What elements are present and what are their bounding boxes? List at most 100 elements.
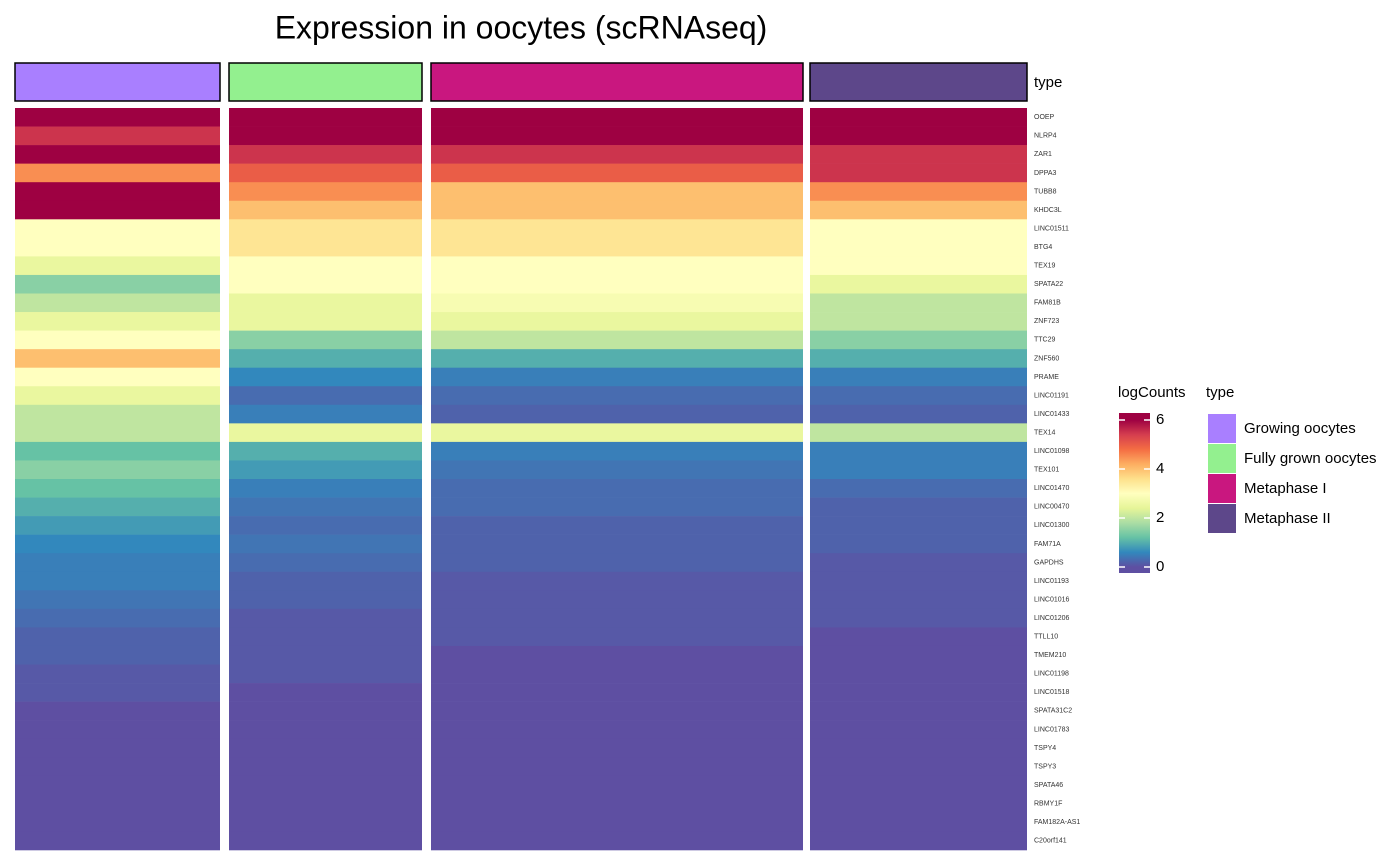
- row-label: LINC01098: [1034, 448, 1070, 455]
- legend-label: Growing oocytes: [1244, 420, 1356, 437]
- heatmap-cell: [15, 108, 220, 127]
- heatmap-cell: [15, 330, 220, 350]
- heatmap-cell: [431, 367, 803, 387]
- heatmap-cell: [810, 720, 1027, 739]
- heatmap-cell: [810, 293, 1027, 313]
- heatmap-cell: [15, 516, 220, 535]
- heatmap-cell: [431, 645, 803, 665]
- row-label: ZAR1: [1034, 151, 1052, 158]
- heatmap-cell: [229, 534, 422, 554]
- row-label: LINC01783: [1034, 726, 1070, 733]
- row-label: TTC29: [1034, 337, 1056, 344]
- heatmap-cell: [15, 497, 220, 517]
- heatmap-cell: [229, 683, 422, 702]
- heatmap-cell: [15, 256, 220, 276]
- heatmap-cell: [15, 775, 220, 795]
- heatmap-cell: [431, 460, 803, 480]
- row-label: TUBB8: [1034, 188, 1057, 195]
- heatmap-cell: [15, 386, 220, 406]
- heatmap-cell: [810, 274, 1027, 294]
- heatmap-cell: [431, 720, 803, 739]
- heatmap-cell: [431, 256, 803, 276]
- heatmap-cell: [229, 720, 422, 739]
- row-label: BTG4: [1034, 244, 1052, 251]
- row-label: LINC01511: [1034, 225, 1069, 232]
- heatmap-cell: [810, 775, 1027, 795]
- row-label: SPATA22: [1034, 281, 1063, 288]
- colorbar-title: logCounts: [1118, 384, 1186, 401]
- row-label: SPATA46: [1034, 782, 1063, 789]
- heatmap-cell: [229, 701, 422, 721]
- heatmap-cell: [431, 590, 803, 610]
- heatmap-cell: [431, 330, 803, 350]
- heatmap-cell: [229, 516, 422, 535]
- heatmap-cell: [431, 423, 803, 443]
- legend-swatch: [1208, 504, 1236, 533]
- row-label: LINC01191: [1034, 392, 1069, 399]
- heatmap-cell: [229, 794, 422, 814]
- heatmap-cell: [229, 108, 422, 127]
- row-label: KHDC3L: [1034, 207, 1062, 214]
- heatmap-cell: [15, 645, 220, 665]
- heatmap-cell: [229, 571, 422, 591]
- heatmap-cell: [810, 497, 1027, 517]
- row-label: LINC01518: [1034, 689, 1070, 696]
- row-label: RBMY1F: [1034, 800, 1062, 807]
- row-label: TEX19: [1034, 263, 1056, 270]
- heatmap-cell: [229, 479, 422, 498]
- heatmap-cell: [15, 404, 220, 424]
- heatmap-cell: [15, 701, 220, 721]
- heatmap-cell: [810, 516, 1027, 535]
- heatmap-cell: [229, 163, 422, 183]
- heatmap-cell: [15, 274, 220, 294]
- heatmap-cell: [810, 812, 1027, 832]
- heatmap-cell: [229, 312, 422, 331]
- heatmap-cell: [431, 812, 803, 832]
- annotation-bar: [228, 62, 423, 102]
- heatmap-cell: [229, 274, 422, 294]
- heatmap-cell: [810, 441, 1027, 461]
- heatmap-cell: [431, 479, 803, 498]
- heatmap-cell: [810, 182, 1027, 202]
- heatmap-cell: [15, 534, 220, 554]
- legend-swatch: [1208, 474, 1236, 503]
- heatmap-cell: [810, 571, 1027, 591]
- row-label: DPPA3: [1034, 170, 1057, 177]
- heatmap-cell: [431, 163, 803, 183]
- heatmap-cell: [431, 664, 803, 684]
- row-label: ZNF723: [1034, 318, 1059, 325]
- heatmap-cell: [431, 534, 803, 554]
- heatmap-cell: [431, 794, 803, 814]
- heatmap-cell: [15, 126, 220, 146]
- heatmap-cell: [15, 720, 220, 739]
- heatmap-cell: [229, 237, 422, 257]
- heatmap-cell: [810, 219, 1027, 239]
- heatmap-cell: [229, 664, 422, 684]
- heatmap-cell: [15, 219, 220, 239]
- row-label: OOEP: [1034, 114, 1055, 121]
- row-label: LINC01206: [1034, 615, 1070, 622]
- annotation-label: type: [1034, 74, 1062, 91]
- heatmap-cell: [431, 553, 803, 573]
- heatmap-cell: [15, 794, 220, 814]
- row-label: FAM81B: [1034, 300, 1061, 307]
- heatmap-cell: [431, 349, 803, 368]
- row-label: LINC01470: [1034, 485, 1070, 492]
- heatmap-cell: [810, 256, 1027, 276]
- row-label: LINC01433: [1034, 411, 1070, 418]
- heatmap-cell: [431, 274, 803, 294]
- row-label: ZNF560: [1034, 355, 1059, 362]
- heatmap-cell: [810, 627, 1027, 647]
- heatmap-cell: [810, 460, 1027, 480]
- row-label: LINC00470: [1034, 504, 1070, 511]
- heatmap-cell: [15, 812, 220, 832]
- heatmap-cell: [810, 145, 1027, 164]
- row-label: LINC01016: [1034, 596, 1070, 603]
- row-label: TMEM210: [1034, 652, 1066, 659]
- colorbar-tick-label: 0: [1156, 558, 1164, 575]
- chart-title: Expression in oocytes (scRNAseq): [275, 9, 768, 45]
- heatmap-cell: [810, 386, 1027, 406]
- row-label: FAM71A: [1034, 541, 1061, 548]
